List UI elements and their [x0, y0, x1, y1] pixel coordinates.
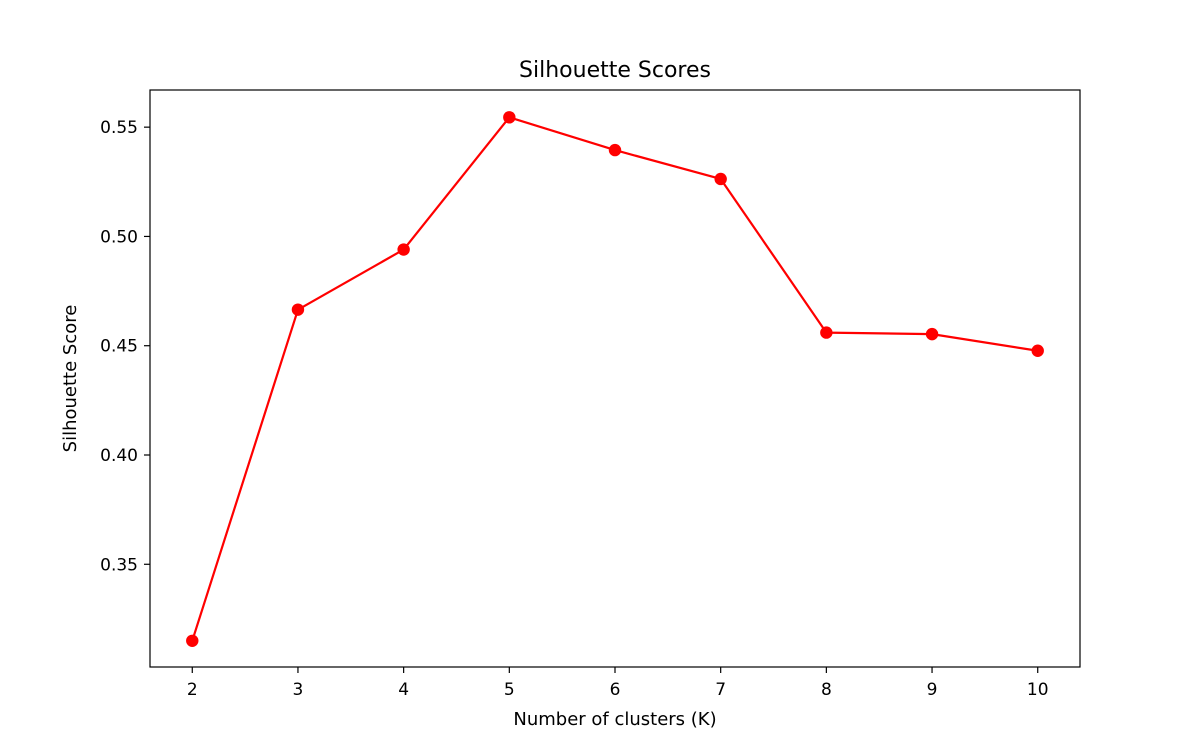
y-tick-label: 0.40 [100, 446, 138, 466]
chart-title: Silhouette Scores [519, 58, 711, 83]
data-point [397, 243, 410, 256]
x-tick-label: 3 [293, 680, 304, 700]
data-point [291, 303, 305, 316]
data-point [608, 143, 622, 157]
x-tick-label: 5 [504, 680, 515, 700]
x-tick-label: 4 [398, 680, 409, 700]
y-tick-label: 0.55 [100, 118, 138, 138]
data-point [714, 172, 727, 186]
data-point [503, 111, 516, 124]
x-tick-label: 9 [927, 680, 938, 700]
plot-area: 2 3 4 5 6 7 8 9 10 0.35 0.40 0.45 0.50 0.55 [100, 89, 1081, 700]
data-point [925, 327, 939, 341]
y-tick-label: 0.35 [100, 555, 138, 575]
x-tick-label: 8 [821, 680, 832, 700]
y-tick-label: 0.45 [100, 337, 138, 357]
data-point [186, 634, 199, 647]
data-point [1031, 344, 1044, 357]
y-tick-label: 0.50 [100, 227, 138, 247]
x-axis-label: Number of clusters (K) [513, 709, 716, 730]
x-tick-label: 2 [187, 680, 198, 700]
x-tick-label: 7 [715, 680, 726, 700]
data-point [820, 326, 833, 339]
x-tick-label: 6 [610, 680, 621, 700]
y-axis-label: Silhouette Score [60, 305, 81, 453]
x-tick-label: 10 [1027, 680, 1049, 700]
